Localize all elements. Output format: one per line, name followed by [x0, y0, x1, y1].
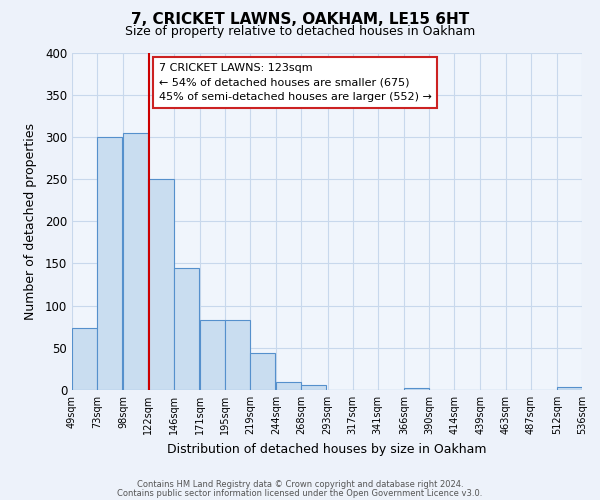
Text: Size of property relative to detached houses in Oakham: Size of property relative to detached ho…: [125, 25, 475, 38]
Bar: [200, 320, 225, 390]
Bar: [557, 388, 582, 390]
Text: 7 CRICKET LAWNS: 123sqm
← 54% of detached houses are smaller (675)
45% of semi-d: 7 CRICKET LAWNS: 123sqm ← 54% of detache…: [158, 62, 431, 102]
Bar: [148, 179, 173, 390]
Bar: [276, 382, 301, 390]
Bar: [72, 328, 97, 390]
Bar: [173, 268, 199, 390]
Text: Contains public sector information licensed under the Open Government Licence v3: Contains public sector information licen…: [118, 488, 482, 498]
Bar: [301, 385, 326, 390]
Y-axis label: Number of detached properties: Number of detached properties: [23, 122, 37, 320]
Text: 7, CRICKET LAWNS, OAKHAM, LE15 6HT: 7, CRICKET LAWNS, OAKHAM, LE15 6HT: [131, 12, 469, 28]
X-axis label: Distribution of detached houses by size in Oakham: Distribution of detached houses by size …: [167, 442, 487, 456]
Bar: [404, 388, 429, 390]
Bar: [97, 137, 122, 390]
Bar: [250, 353, 275, 390]
Bar: [124, 132, 148, 390]
Bar: [225, 320, 250, 390]
Text: Contains HM Land Registry data © Crown copyright and database right 2024.: Contains HM Land Registry data © Crown c…: [137, 480, 463, 489]
